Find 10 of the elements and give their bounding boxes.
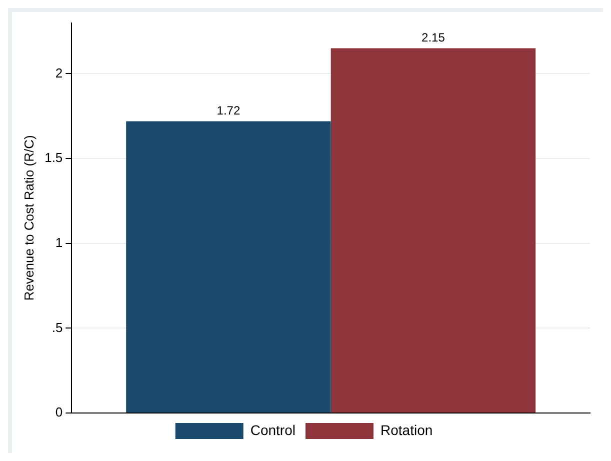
legend-label: Control <box>250 422 296 438</box>
y-tick-label: 1.5 <box>44 150 63 166</box>
y-tick-label: .5 <box>52 320 63 335</box>
legend-label: Rotation <box>380 422 433 438</box>
y-tick-label: 2 <box>55 65 63 80</box>
y-tick-label: 0 <box>55 404 63 420</box>
data-label: 2.15 <box>422 30 446 45</box>
y-tick-label: 1 <box>55 234 63 250</box>
data-label: 1.72 <box>216 104 240 118</box>
y-axis-title: Revenue to Cost Ratio (R/C) <box>21 135 36 301</box>
